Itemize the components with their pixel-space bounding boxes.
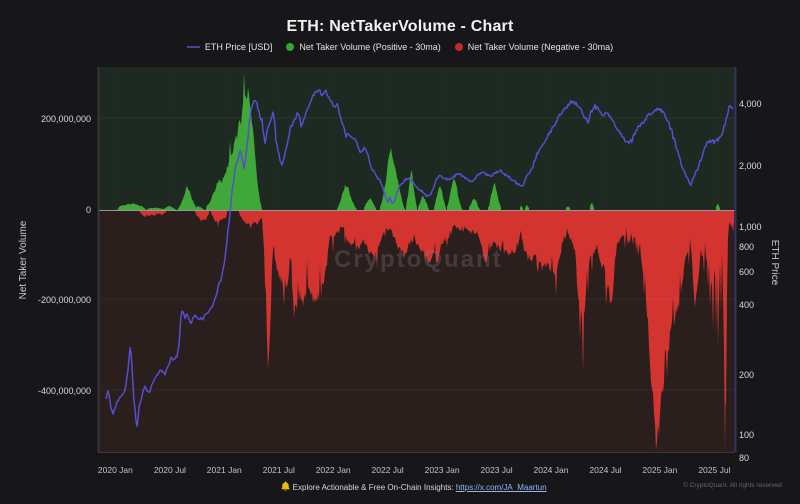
svg-text:Net Taker Volume: Net Taker Volume xyxy=(18,220,29,299)
svg-text:ETH Price: ETH Price xyxy=(769,240,780,286)
